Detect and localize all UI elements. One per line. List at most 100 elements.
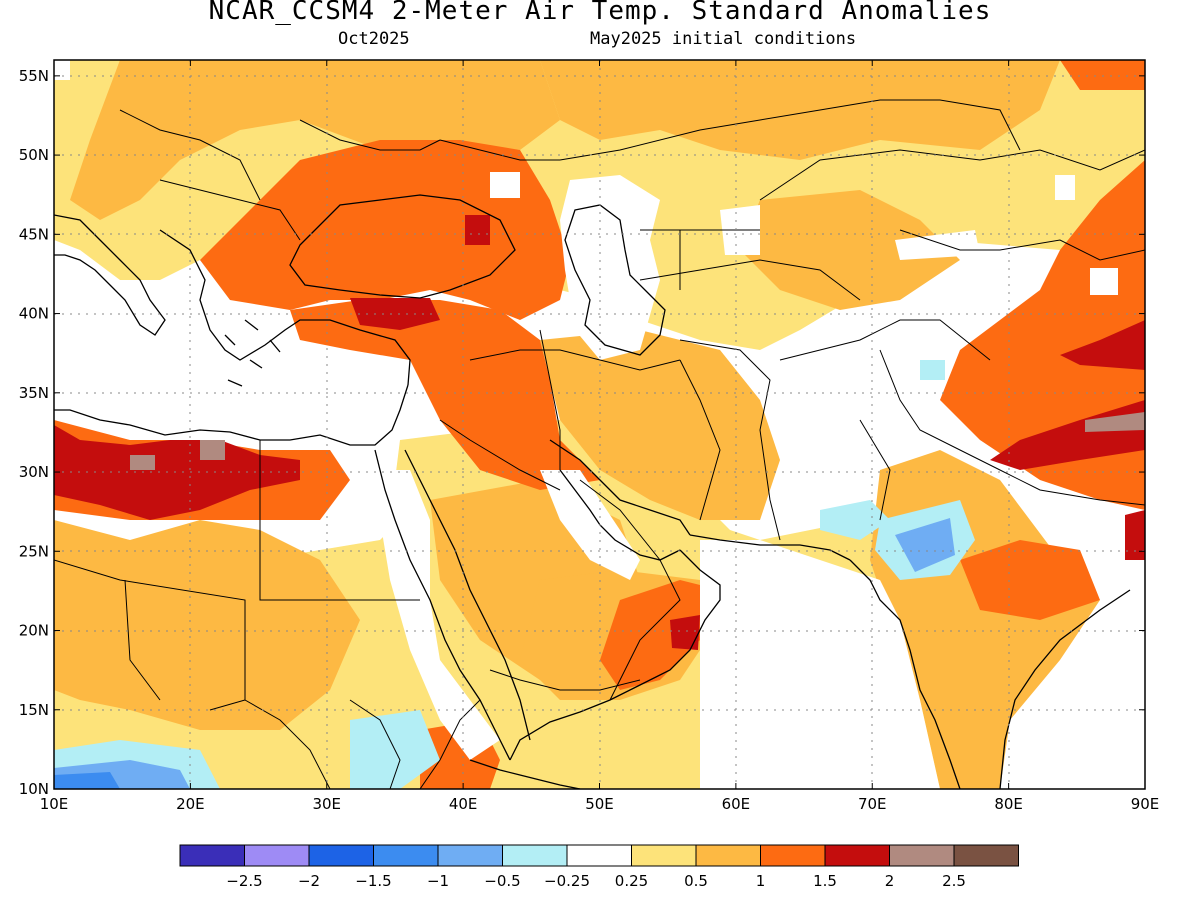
- border: [439, 139, 560, 161]
- border: [349, 699, 401, 789]
- coastlines: [54, 194, 1131, 789]
- anomaly-region: [200, 440, 225, 460]
- color-legend: −2.5 −2 −1.5 −1 −0.5 −0.25 0.25 0.5 1 1.5 2 2.5: [179, 844, 1019, 890]
- anomaly-region: [1060, 320, 1145, 370]
- anomaly-region: [70, 60, 560, 220]
- coastline: [549, 439, 691, 536]
- longitude-axis: 10E 20E 30E 40E 50E 60E 70E 80E 90E: [40, 60, 1160, 813]
- border: [879, 349, 1145, 506]
- lon-label: 20E: [176, 795, 205, 813]
- coastline: [999, 589, 1131, 789]
- border: [489, 669, 641, 691]
- border: [859, 419, 891, 521]
- anomaly-region: [200, 140, 570, 320]
- legend-label: 1: [756, 872, 766, 890]
- lon-label: 70E: [858, 795, 887, 813]
- lon-label: 90E: [1131, 795, 1160, 813]
- anomaly-region: [700, 540, 940, 789]
- border: [469, 349, 681, 371]
- anomaly-region: [1060, 60, 1145, 90]
- legend-swatch: [373, 844, 439, 867]
- legend-label: −2: [298, 872, 320, 890]
- latitude-axis: 10N 15N 20N 25N 30N 35N 40N 45N 50N 55N: [19, 67, 1145, 798]
- legend-swatch: [631, 844, 697, 867]
- anomaly-region: [54, 520, 360, 730]
- anomaly-region: [740, 190, 960, 310]
- anomaly-region: [54, 60, 70, 80]
- lat-label: 50N: [19, 146, 49, 164]
- legend-swatch: [308, 844, 374, 867]
- anomaly-region: [1090, 268, 1118, 295]
- border: [679, 359, 721, 521]
- legend-swatch: [824, 844, 890, 867]
- border: [439, 419, 561, 491]
- legend-label: 1.5: [813, 872, 837, 890]
- valid-month: Oct2025: [338, 29, 410, 49]
- legend-label: 0.5: [684, 872, 708, 890]
- legend-swatch: [953, 844, 1019, 867]
- legend-swatch: [695, 844, 761, 867]
- anomaly-region: [895, 230, 980, 260]
- lon-label: 30E: [312, 795, 341, 813]
- border: [559, 99, 1021, 161]
- legend-swatch: [566, 844, 632, 867]
- lat-label: 10N: [19, 780, 49, 798]
- anomaly-region: [54, 772, 120, 789]
- border: [899, 229, 1145, 261]
- border: [759, 149, 1145, 201]
- legend-label: −1: [427, 872, 449, 890]
- legend-label: −2.5: [226, 872, 262, 890]
- gridlines: [54, 60, 1145, 789]
- anomaly-region: [670, 615, 700, 650]
- border: [679, 339, 781, 541]
- legend-label: 2: [885, 872, 895, 890]
- anomaly-region: [130, 455, 155, 470]
- border: [779, 319, 991, 361]
- lat-label: 30N: [19, 463, 49, 481]
- map-title: NCAR_CCSM4 2-Meter Air Temp. Standard An…: [208, 0, 992, 26]
- border: [539, 329, 561, 470]
- legend-swatch: [889, 844, 955, 867]
- coastline: [404, 449, 531, 741]
- lat-label: 20N: [19, 622, 49, 640]
- legend-swatch: [179, 844, 245, 867]
- anomaly-region: [370, 470, 500, 760]
- border: [579, 479, 681, 701]
- lon-label: 40E: [449, 795, 478, 813]
- lon-label: 80E: [994, 795, 1023, 813]
- anomaly-region: [1055, 175, 1075, 200]
- border: [124, 579, 161, 701]
- lat-label: 25N: [19, 542, 49, 560]
- anomaly-region: [465, 215, 490, 245]
- border: [54, 559, 246, 711]
- border: [119, 109, 261, 201]
- coastline: [159, 229, 411, 386]
- legend-swatch: [244, 844, 310, 867]
- legend-swatch: [760, 844, 826, 867]
- anomaly-region: [790, 360, 870, 395]
- anomaly-region: [960, 540, 1100, 620]
- anomaly-region: [600, 580, 720, 690]
- lat-label: 55N: [19, 67, 49, 85]
- anomaly-region: [290, 300, 600, 490]
- border: [259, 440, 420, 601]
- anomaly-region: [540, 470, 640, 580]
- anomaly-region: [560, 175, 660, 360]
- coastline: [224, 319, 281, 387]
- coastline: [689, 534, 851, 561]
- anomaly-region: [920, 360, 945, 380]
- anomaly-region: [1085, 412, 1145, 432]
- coastline: [289, 194, 516, 299]
- legend-label: −1.5: [355, 872, 391, 890]
- coastline: [54, 214, 166, 336]
- legend-swatch: [437, 844, 503, 867]
- legend-swatch: [502, 844, 568, 867]
- lon-label: 10E: [40, 795, 69, 813]
- border: [159, 179, 301, 241]
- anomaly-region: [490, 172, 520, 198]
- lat-label: 15N: [19, 701, 49, 719]
- initial-conditions: May2025 initial conditions: [590, 29, 857, 49]
- coastline: [374, 449, 511, 761]
- lat-label: 45N: [19, 225, 49, 243]
